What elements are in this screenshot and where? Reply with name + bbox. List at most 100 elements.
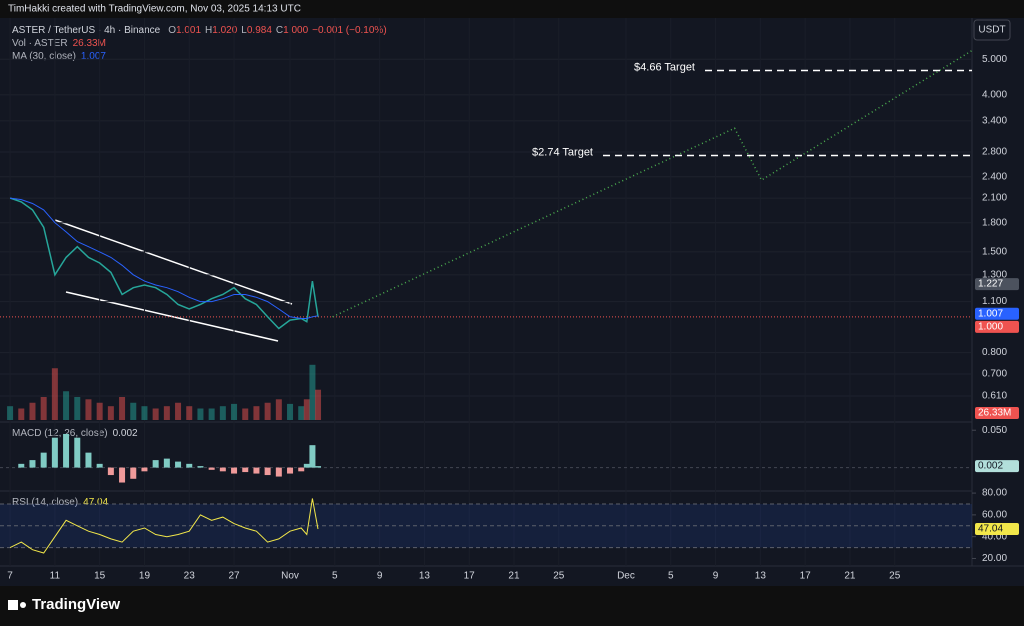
volume-bar (107, 406, 114, 420)
top-bar (0, 0, 1024, 18)
x-tick-label: Dec (617, 571, 635, 582)
volume-bar (315, 389, 322, 420)
y-tick-label: 1.500 (982, 247, 1007, 258)
legend-row: Vol · ASTER 26.33M (12, 38, 106, 49)
brand-logo (8, 600, 26, 610)
macd-bar (231, 467, 238, 474)
rsi-label: RSI (14, close) (12, 497, 78, 508)
volume-bar (141, 406, 148, 420)
y-tick-label: 1.800 (982, 217, 1007, 228)
ma-value: 1.007 (81, 51, 106, 62)
volume-bar (130, 402, 137, 420)
y-tick-label: 5.000 (982, 54, 1007, 65)
x-tick-label: 7 (7, 571, 13, 582)
macd-value: 0.002 (113, 428, 138, 439)
ohlc-value: 1.020 (212, 25, 237, 36)
change: −0.001 (−0.10%) (312, 25, 387, 36)
x-tick-label: 5 (668, 571, 674, 582)
macd-bar (208, 467, 215, 470)
volume-bar (40, 397, 47, 420)
projection-line (332, 49, 973, 318)
currency: USDT (978, 25, 1005, 36)
volume-bar (163, 406, 170, 420)
macd-bar (63, 433, 70, 468)
macd-bar (253, 467, 260, 474)
legend-row: MACD (12, 26, close) 0.002 (12, 428, 138, 439)
volume-bar (197, 408, 204, 420)
legend-row: ASTER / TetherUS · 4h · Binance O1.001 H1.… (12, 25, 387, 36)
volume-bar (253, 406, 260, 420)
volume-bar (219, 406, 226, 420)
volume-bar (152, 408, 159, 420)
y-tick-label: 0.700 (982, 369, 1007, 380)
volume-bar (119, 397, 126, 420)
price-badge-label: 0.002 (978, 461, 1003, 472)
volume-bar (208, 408, 215, 420)
price-badge (975, 278, 1019, 291)
price-badge-label: 1.000 (978, 321, 1003, 332)
x-tick-label: 13 (755, 571, 767, 582)
volume-bar (275, 399, 282, 420)
price-badge-label: 26.33M (978, 408, 1011, 419)
volume-bar (175, 402, 182, 420)
x-tick-label: 27 (228, 571, 240, 582)
macd-bar (298, 467, 305, 472)
ohlc-key: O (168, 25, 176, 36)
x-tick-label: 15 (94, 571, 106, 582)
macd-bar (18, 463, 25, 468)
ohlc-value: 1.000 (283, 25, 308, 36)
price-line (9, 197, 319, 330)
x-tick-label: 19 (139, 571, 151, 582)
wedge-upper (54, 219, 293, 305)
macd-bar (130, 467, 137, 479)
y-tick-label: 80.00 (982, 488, 1007, 499)
price-badge (975, 460, 1019, 473)
y-tick-label: 1.100 (982, 296, 1007, 307)
macd-bar (219, 467, 226, 472)
macd-bar (96, 463, 103, 468)
volume-bar (186, 406, 193, 420)
x-tick-label: 23 (184, 571, 196, 582)
ohlc-key: H (205, 25, 212, 36)
volume-bar (29, 402, 36, 420)
y-tick-label: 40.00 (982, 531, 1007, 542)
footer-bar (0, 586, 1024, 626)
symbol: ASTER / TetherUS · 4h · Binance (12, 25, 161, 36)
volume-bar (264, 402, 271, 420)
price-badge (975, 523, 1019, 536)
ma-line (10, 197, 319, 319)
volume-bar (85, 399, 92, 420)
macd-bar (119, 467, 126, 483)
macd-bar (141, 467, 148, 472)
macd-bar (309, 445, 316, 468)
macd-bar (197, 466, 204, 468)
y-tick-label: 20.00 (982, 553, 1007, 564)
x-tick-label: Nov (281, 571, 299, 582)
ohlc-value: 0.984 (247, 25, 272, 36)
macd-bar (287, 467, 294, 474)
currency-button[interactable] (973, 19, 1011, 41)
volume-bar (18, 408, 25, 420)
macd-bar (74, 437, 81, 468)
x-tick-label: 9 (377, 571, 383, 582)
macd-bar (175, 461, 182, 468)
macd-bar (275, 467, 282, 477)
volume-bar (298, 406, 305, 420)
volume-bar (51, 368, 58, 420)
y-tick-label: 1.300 (982, 269, 1007, 280)
ohlc-key: L (241, 25, 247, 36)
y-tick-label: 4.000 (982, 90, 1007, 101)
x-tick-label: 13 (419, 571, 431, 582)
x-tick-label: 17 (464, 571, 476, 582)
x-tick-label: 21 (508, 571, 520, 582)
macd-bar (186, 463, 193, 468)
x-tick-label: 25 (553, 571, 565, 582)
volume-bar (63, 391, 70, 420)
target-label: $4.66 Target (634, 61, 695, 73)
ohlc-value: 1.001 (176, 25, 201, 36)
macd-bar (40, 452, 47, 468)
price-badge (975, 407, 1019, 419)
macd-bar (29, 460, 36, 468)
volume-bar (7, 406, 14, 420)
